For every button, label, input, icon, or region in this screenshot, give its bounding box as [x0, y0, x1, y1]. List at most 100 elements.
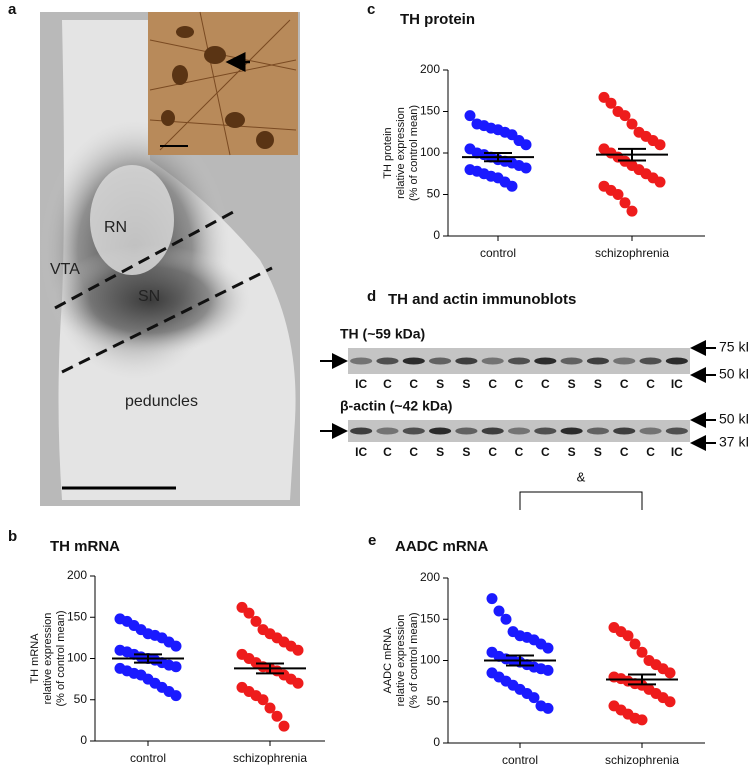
chart-title: TH mRNA [50, 538, 120, 555]
significance-mark: & [577, 469, 586, 484]
immunoblots: d TH and actin immunoblots TH (~59 kDa) 7… [320, 288, 748, 459]
panel-label: e [368, 532, 376, 549]
y-tick-label: 150 [67, 609, 87, 623]
band [560, 427, 583, 435]
neuron [204, 46, 226, 64]
band [376, 427, 399, 435]
neuron [176, 26, 194, 38]
data-point [243, 607, 255, 619]
stain-region [50, 245, 250, 355]
data-point [626, 205, 638, 217]
band [507, 357, 531, 365]
dashed-boundary [61, 266, 273, 374]
y-axis-label: TH mRNA [29, 633, 41, 684]
sem-bar [628, 673, 656, 686]
band [429, 357, 452, 365]
data-point [292, 677, 304, 689]
marker-label: 75 kDa [719, 339, 748, 355]
band [507, 427, 531, 435]
x-tick-label: control [130, 751, 166, 765]
lane-label: C [383, 377, 392, 391]
lane-label: C [646, 377, 655, 391]
y-axis-label: relative expression [395, 107, 407, 199]
sem-bar [618, 147, 646, 162]
sem-bar [134, 653, 162, 664]
lane-label: C [620, 445, 629, 459]
band [665, 427, 688, 435]
marker-label: 50 kDa [719, 366, 748, 382]
band [534, 357, 557, 365]
chart-title: TH protein [400, 11, 475, 28]
data-point [170, 661, 182, 673]
data-point [520, 139, 532, 151]
lane-label: C [515, 445, 524, 459]
y-tick-label: 150 [420, 611, 440, 625]
region-label: SN [138, 288, 160, 305]
y-axis-label: TH protein [382, 127, 394, 178]
data-point [629, 638, 641, 650]
inset [148, 12, 298, 155]
band [455, 357, 478, 365]
lane-label: C [488, 377, 497, 391]
lane-label: S [594, 445, 602, 459]
y-tick-label: 0 [80, 733, 87, 747]
data-point [250, 615, 262, 627]
x-tick-label: control [502, 753, 538, 767]
y-tick-label: 150 [420, 104, 440, 118]
sem-bar [506, 654, 534, 667]
band [613, 427, 636, 435]
sem-bar [484, 152, 512, 163]
data-point [170, 640, 182, 652]
region-label: RN [104, 219, 127, 236]
x-tick-label: schizophrenia [595, 246, 669, 260]
x-tick-label: schizophrenia [605, 753, 679, 767]
data-point [626, 118, 638, 130]
data-point [612, 189, 624, 200]
y-tick-label: 0 [433, 735, 440, 749]
neuron [161, 110, 175, 126]
chart-title: AADC mRNA [395, 538, 489, 555]
lane-label: C [646, 445, 655, 459]
data-point [271, 710, 283, 722]
lane-label: C [620, 377, 629, 391]
blot-name: β-actin (~42 kDa) [340, 398, 452, 414]
y-tick-label: 100 [67, 651, 87, 665]
band [350, 357, 373, 365]
y-axis-label: (% of control mean) [408, 105, 420, 201]
marker-label: 37 kDa [719, 434, 748, 450]
band [586, 357, 609, 365]
data-point [654, 139, 666, 151]
y-tick-label: 100 [420, 653, 440, 667]
neuron [225, 112, 245, 128]
data-point [257, 694, 269, 706]
band [639, 427, 662, 435]
data-point [654, 176, 666, 188]
sem-bar [256, 662, 284, 675]
neuron [172, 65, 188, 85]
y-axis-label: (% of control mean) [408, 613, 420, 709]
lane-label: IC [355, 377, 367, 391]
y-tick-label: 200 [420, 62, 440, 76]
data-point [619, 197, 631, 209]
lane-label: C [541, 445, 550, 459]
data-point [264, 702, 276, 714]
y-tick-label: 0 [433, 228, 440, 242]
data-point [500, 613, 512, 625]
data-point [486, 593, 498, 605]
y-axis-label: relative expression [395, 615, 407, 707]
data-point [664, 667, 676, 679]
blot-name: TH (~59 kDa) [340, 326, 425, 342]
region-label: VTA [50, 261, 80, 278]
panel-label: a [8, 1, 17, 18]
blot-title: TH and actin immunoblots [388, 291, 576, 308]
y-axis-label: relative expression [42, 613, 54, 705]
y-axis-label: AADC mRNA [382, 627, 394, 694]
y-tick-label: 200 [67, 568, 87, 582]
lane-label: S [568, 445, 576, 459]
band [402, 427, 425, 435]
panel-label: d [367, 288, 376, 305]
lane-label: S [462, 445, 470, 459]
red-nucleus [90, 165, 174, 275]
data-point [605, 97, 617, 109]
